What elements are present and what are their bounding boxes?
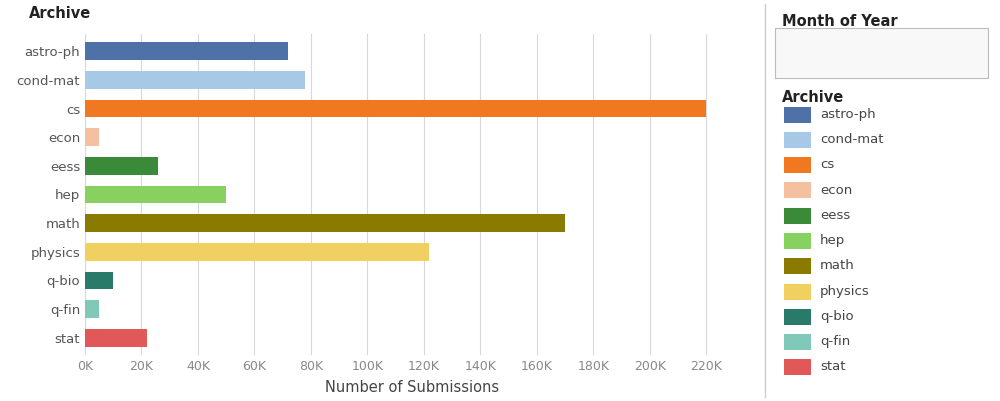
Text: Month of Year: Month of Year — [782, 14, 898, 29]
Text: cs: cs — [820, 158, 834, 171]
FancyBboxPatch shape — [784, 132, 811, 148]
Text: ▼: ▼ — [972, 48, 980, 58]
Text: astro-ph: astro-ph — [820, 108, 876, 121]
Bar — [85, 128, 99, 146]
X-axis label: Number of Submissions: Number of Submissions — [325, 380, 500, 395]
Text: q-fin: q-fin — [820, 335, 850, 348]
Text: physics: physics — [820, 285, 870, 298]
FancyBboxPatch shape — [784, 284, 811, 300]
Text: econ: econ — [820, 184, 852, 196]
FancyBboxPatch shape — [784, 208, 811, 224]
Text: q-bio: q-bio — [820, 310, 854, 323]
Bar — [85, 300, 99, 318]
Bar — [85, 329, 147, 346]
Text: Archive: Archive — [29, 6, 92, 21]
FancyBboxPatch shape — [784, 107, 811, 123]
Text: Last 5 years: Last 5 years — [791, 47, 872, 59]
FancyBboxPatch shape — [784, 258, 811, 274]
Text: stat: stat — [820, 360, 846, 373]
Bar — [85, 243, 429, 261]
FancyBboxPatch shape — [784, 309, 811, 325]
FancyBboxPatch shape — [784, 233, 811, 249]
Text: cond-mat: cond-mat — [820, 133, 884, 146]
Bar — [85, 271, 113, 289]
Bar — [85, 100, 706, 117]
Text: eess: eess — [820, 209, 850, 222]
Text: hep: hep — [820, 234, 845, 247]
FancyBboxPatch shape — [784, 157, 811, 173]
Text: Archive: Archive — [782, 90, 844, 105]
Bar — [85, 43, 288, 60]
FancyBboxPatch shape — [784, 334, 811, 350]
Text: math: math — [820, 259, 855, 272]
FancyBboxPatch shape — [784, 359, 811, 375]
Bar — [85, 214, 565, 232]
Bar — [85, 157, 158, 175]
FancyBboxPatch shape — [775, 28, 988, 78]
FancyBboxPatch shape — [784, 182, 811, 198]
Bar — [85, 186, 226, 203]
Bar — [85, 71, 305, 89]
